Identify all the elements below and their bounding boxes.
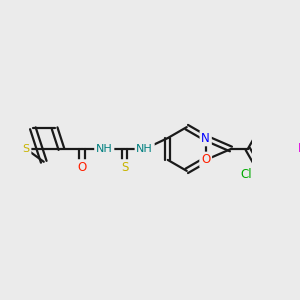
Text: F: F [298, 142, 300, 155]
Text: S: S [22, 144, 30, 154]
Text: N: N [201, 131, 210, 145]
Text: Cl: Cl [240, 168, 252, 182]
Text: O: O [201, 153, 210, 167]
Text: S: S [121, 161, 128, 174]
Text: NH: NH [136, 144, 153, 154]
Text: NH: NH [96, 144, 113, 154]
Text: O: O [78, 161, 87, 174]
